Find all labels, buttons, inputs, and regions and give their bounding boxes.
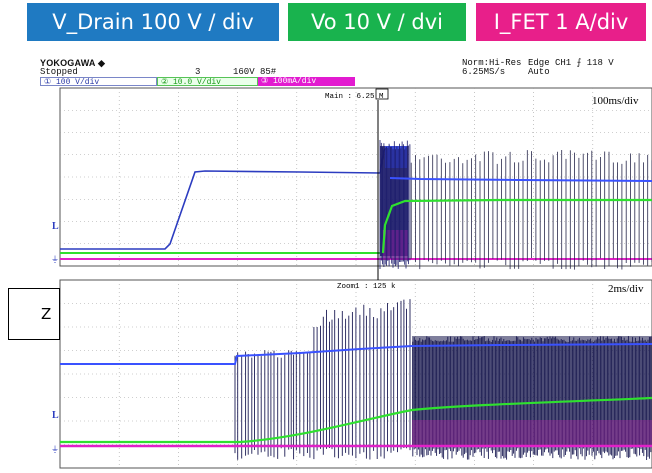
main-switching-spikes [379,140,652,270]
acquisition-mode: Norm:Hi-Res [462,58,522,68]
zoom-ground-marker: ⏚ [51,445,59,454]
zoom-label-bg [375,88,389,100]
acquisition-state: Stopped [40,67,78,77]
i-fet-label: I_FET 1 A/div [476,3,646,41]
ch1-scale-bar: ① 100 V/div [40,77,157,87]
vo-label: Vo 10 V / dvi [288,3,466,41]
main-ch1-trace-steady [389,177,652,182]
zoom-callout-box: Z [8,288,60,340]
v-drain-label: V_Drain 100 V / div [27,3,279,41]
main-burst-current [382,230,408,260]
zoom-timebase: 2ms/div [608,283,644,295]
brand-logo: YOKOGAWA ◆ [40,58,106,68]
record-length: 160V 85# [233,67,277,77]
zoom-record-label: Zoom1 : 125 k [337,283,396,291]
main-trigger-level-marker: L [52,221,59,232]
sample-rate: 6.25MS/s [462,67,506,77]
main-ground-marker: ⏚ [51,255,59,264]
ch3-scale-bar: ③ 100mA/div [258,77,355,86]
main-timebase: 100ms/div [592,95,639,107]
zoom-dense-block [412,336,652,446]
zoom-trigger-level-marker: L [52,410,59,421]
main-ch1-trace [60,145,391,250]
zoom-current-band [412,420,652,446]
main-traces [60,140,652,270]
ch2-scale-bar: ② 10.0 V/div [157,77,258,87]
acquisition-count: 3 [195,67,201,77]
zoom-traces [60,299,652,460]
trigger-setting: Edge CH1 ⨍ 118 V [528,58,614,68]
zoom-ch2-trace [60,396,652,444]
main-ch2-trace-steady [381,198,652,254]
trigger-mode: Auto [528,67,550,77]
main-record-label: Main : 6.25 M [325,93,384,101]
zoom-switching-spikes [234,299,652,460]
main-grid [59,87,652,267]
zoom-ch1-trace [60,343,652,365]
